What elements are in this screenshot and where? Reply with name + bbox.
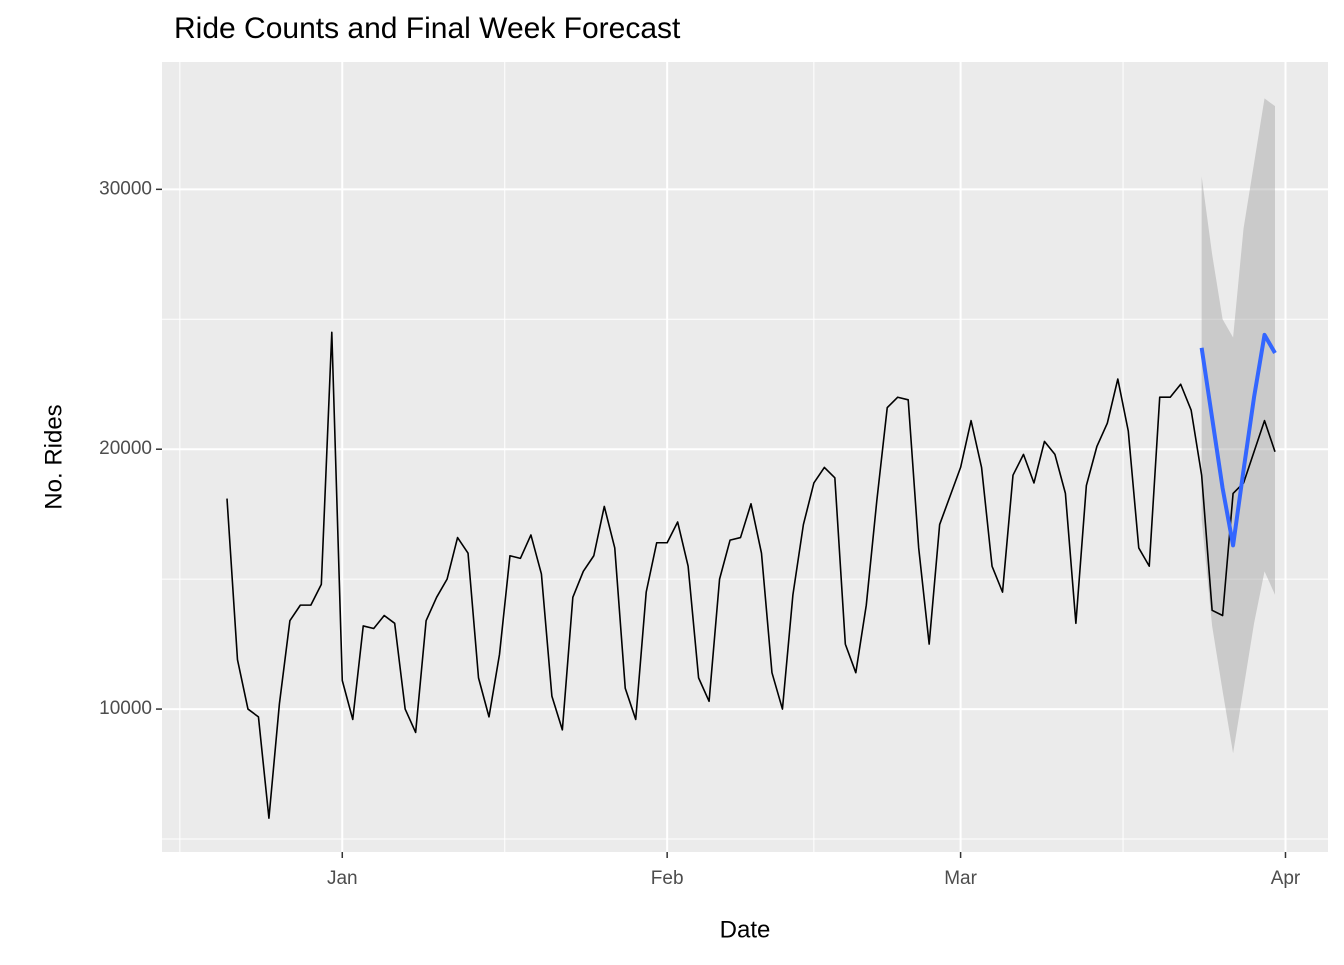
x-tick-label: Jan xyxy=(327,868,358,889)
x-axis-label: Date xyxy=(720,916,771,943)
y-axis-label: No. Rides xyxy=(40,404,67,509)
y-tick-label: 10000 xyxy=(99,698,152,719)
y-tick-label: 30000 xyxy=(99,178,152,199)
x-tick-label: Apr xyxy=(1271,868,1301,889)
confidence-band xyxy=(1201,98,1275,754)
x-tick-label: Feb xyxy=(651,868,684,889)
chart-title: Ride Counts and Final Week Forecast xyxy=(174,12,681,45)
series-line xyxy=(1199,332,1277,548)
panel xyxy=(162,62,1328,852)
marks xyxy=(226,98,1277,820)
y-tick-label: 20000 xyxy=(99,438,152,459)
grid xyxy=(162,62,1328,852)
series-line xyxy=(226,331,1276,820)
x-tick-label: Mar xyxy=(944,868,977,889)
